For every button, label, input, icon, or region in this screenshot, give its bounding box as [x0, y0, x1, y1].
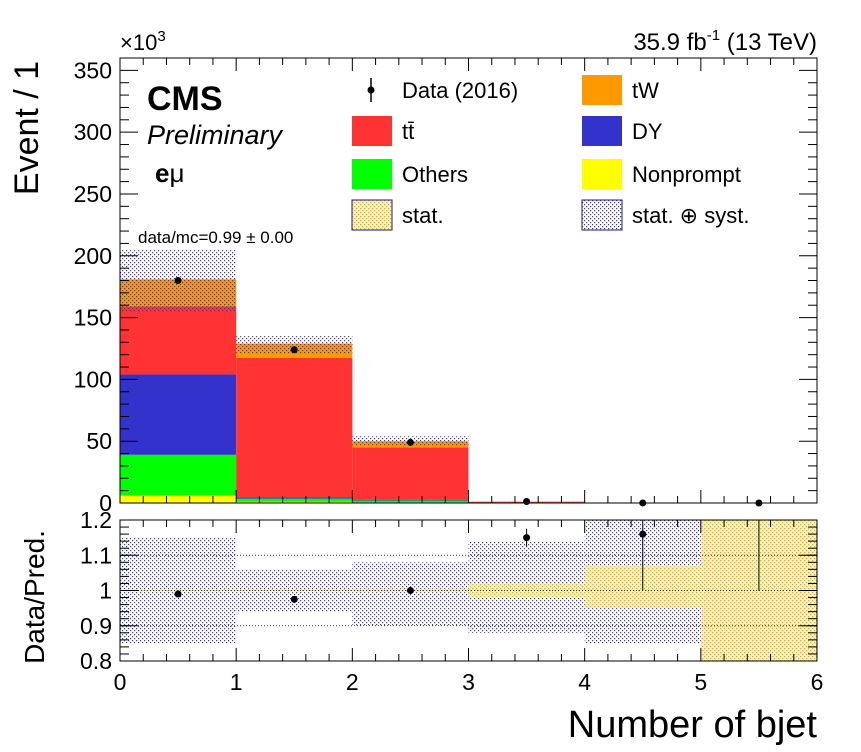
- ratio-y-tick-label: 0.8: [80, 648, 112, 674]
- ratio-y-tick-label: 1: [99, 578, 112, 604]
- y-axis-label: Event / 1: [8, 61, 46, 195]
- y-scale-label: ×103: [120, 28, 166, 55]
- ratio-stat-band-3: [468, 583, 585, 598]
- legend-label-7: stat. ⊕ syst.: [632, 203, 749, 228]
- legend-label-0: Data (2016): [402, 78, 518, 103]
- bar-2-0: [120, 374, 237, 455]
- y-tick-label: 250: [74, 181, 112, 207]
- ratio-syst-band-2: [352, 562, 469, 626]
- x-tick-label: 4: [578, 669, 591, 695]
- data-mc-annotation: data/mc=0.99 ± 0.00: [138, 228, 293, 247]
- legend-swatch-1: [582, 75, 622, 105]
- x-tick-label: 6: [811, 669, 824, 695]
- ratio-point-1: [290, 595, 298, 603]
- ratio-y-tick-label: 1.2: [80, 507, 112, 533]
- y-tick-label: 150: [74, 305, 112, 331]
- ratio-y-tick-label: 0.9: [80, 613, 112, 639]
- legend-label-3: DY: [632, 119, 663, 144]
- ratio-y-axis-label: Data/Pred.: [19, 530, 50, 664]
- bar-3-2: [352, 447, 469, 500]
- y-tick-label: 50: [86, 428, 112, 454]
- ratio-y-tick-label: 1.1: [80, 542, 112, 568]
- legend-label-1: tW: [632, 78, 659, 103]
- legend-swatch-3: [582, 116, 622, 146]
- ratio-point-3: [523, 534, 531, 542]
- legend-swatch-4: [352, 159, 392, 189]
- legend-swatch-7: [581, 199, 623, 231]
- cms-label: CMS: [147, 80, 223, 118]
- preliminary-label: Preliminary: [147, 120, 284, 150]
- legend-swatch-5: [582, 159, 622, 189]
- legend-swatch-6: [351, 199, 393, 231]
- uncertainty-band-1: [236, 336, 353, 354]
- x-tick-label: 2: [346, 669, 359, 695]
- legend: Data (2016) tW tt̄ DY Others Nonprompt stat. st…: [351, 75, 749, 231]
- legend-marker-data: [367, 86, 375, 94]
- ratio-point-0: [174, 590, 182, 598]
- luminosity-label: 35.9 fb-1 (13 TeV): [633, 27, 817, 56]
- x-tick-label: 0: [114, 669, 127, 695]
- data-point-2: [406, 438, 414, 446]
- legend-label-4: Others: [402, 162, 468, 187]
- legend-label-2: tt̄: [402, 119, 414, 144]
- y-tick-label: 200: [74, 243, 112, 269]
- ratio-stat-band-0: [120, 589, 237, 592]
- x-tick-label: 3: [462, 669, 475, 695]
- bar-0-1: [236, 501, 353, 503]
- ratio-point-2: [406, 587, 414, 594]
- legend-label-5: Nonprompt: [632, 162, 741, 187]
- x-axis-label: Number of bjet: [568, 704, 818, 746]
- y-tick-label: 0: [99, 490, 112, 516]
- bar-1-2: [352, 500, 469, 503]
- legend-swatch-2: [352, 116, 392, 146]
- y-tick-label: 300: [74, 119, 112, 145]
- bar-3-1: [236, 357, 353, 498]
- y-tick-label: 100: [74, 366, 112, 392]
- data-point-1: [290, 346, 298, 354]
- x-tick-label: 1: [230, 669, 243, 695]
- main-plot: 0 50 100 150 200 250 300 350: [74, 57, 818, 516]
- bar-2-1: [236, 497, 353, 499]
- ratio-point-4: [639, 530, 647, 538]
- bar-3-0: [120, 306, 237, 375]
- y-tick-label: 350: [74, 57, 112, 83]
- legend-label-6: stat.: [402, 203, 444, 228]
- bar-2-2: [352, 499, 469, 501]
- data-point-0: [174, 277, 182, 284]
- x-tick-label: 5: [694, 669, 707, 695]
- bar-0-0: [120, 495, 237, 503]
- channel-label: eμ: [155, 158, 184, 188]
- ratio-plot: 0.8 0.9 1 1.1 1.2 0 1 2 3 4 5 6: [80, 507, 823, 695]
- bar-1-0: [120, 454, 237, 496]
- bar-1-1: [236, 498, 353, 502]
- data-point-3: [523, 498, 531, 506]
